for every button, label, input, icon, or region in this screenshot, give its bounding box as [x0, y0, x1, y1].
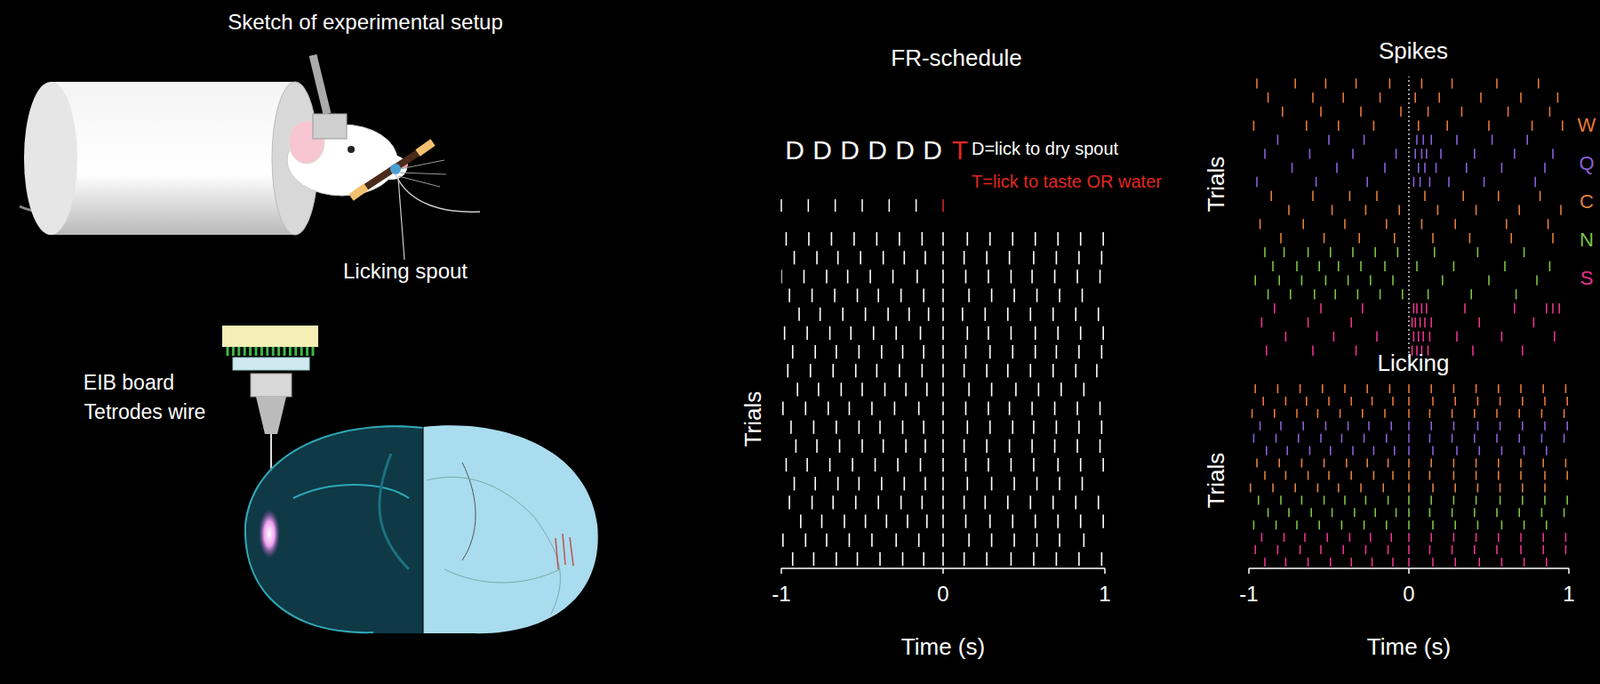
html-text:C: C: [1579, 190, 1594, 213]
html-text:Sketch of experimental setup: Sketch of experimental setup: [227, 9, 503, 34]
html-text:Q: Q: [1579, 152, 1595, 175]
html-text:W: W: [1577, 113, 1596, 136]
svg-text:-1: -1: [1239, 581, 1258, 606]
html-text:Time (s): Time (s): [1366, 632, 1451, 660]
html-text:Time (s): Time (s): [901, 632, 986, 660]
html-text:Trials: Trials: [1202, 452, 1229, 508]
html-text:N: N: [1579, 228, 1594, 251]
svg-text:1: 1: [1562, 581, 1575, 606]
html-text:Licking: Licking: [1377, 348, 1450, 376]
html-text:Tetrodes wire: Tetrodes wire: [84, 399, 206, 423]
html-text:Trials: Trials: [739, 390, 766, 447]
svg-text:-1: -1: [771, 581, 791, 606]
html-text:T=lick to taste OR water: T=lick to taste OR water: [971, 171, 1162, 192]
html-text:D D D D D D TD=lick to dry spo: D D D D D D TD=lick to dry spout: [785, 135, 1119, 165]
html-text:Trials: Trials: [1202, 156, 1229, 212]
html-text:EIB board: EIB board: [83, 370, 175, 394]
html-text:Spikes: Spikes: [1378, 36, 1448, 64]
svg-text:0: 0: [936, 581, 949, 606]
html-text:FR-schedule: FR-schedule: [890, 44, 1022, 71]
html-text:Licking spout: Licking spout: [343, 258, 468, 283]
svg-text:1: 1: [1098, 581, 1111, 606]
svg-text:0: 0: [1402, 581, 1415, 606]
html-text:S: S: [1580, 266, 1594, 289]
